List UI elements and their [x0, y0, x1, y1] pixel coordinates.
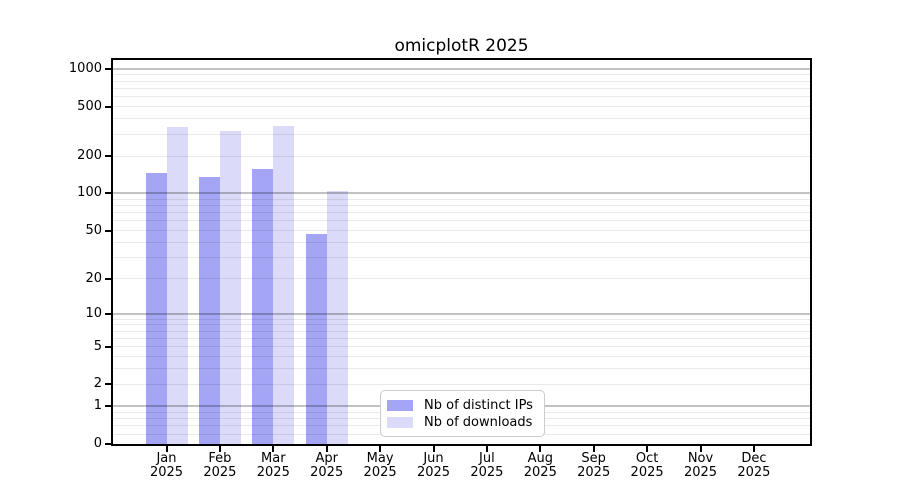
- gridline-minor: [113, 118, 810, 120]
- gridline-minor: [113, 198, 810, 200]
- bar-ips-apr: [305, 233, 327, 444]
- gridline-minor: [113, 257, 810, 259]
- gridline-minor: [113, 368, 810, 370]
- gridline-minor: [113, 212, 810, 214]
- bar-downloads-mar: [273, 125, 295, 444]
- y-tick-label-1: 1: [93, 398, 102, 414]
- chart-title: omicplotR 2025: [394, 36, 529, 56]
- bar-ips-mar: [252, 168, 274, 444]
- gridline-minor: [113, 330, 810, 332]
- bar-ips-jan: [145, 173, 167, 444]
- x-tick-may: [379, 446, 382, 452]
- legend-row-distinct-ips: Nb of distinct IPs: [387, 398, 534, 413]
- gridline-minor: [113, 318, 810, 320]
- bar-downloads-feb: [219, 130, 241, 444]
- y-tick-label-5: 5: [93, 338, 102, 354]
- gridline-minor: [113, 106, 810, 108]
- y-tick-label-200: 200: [77, 148, 102, 164]
- x-tick-label-nov: Nov 2025: [683, 451, 718, 480]
- x-tick-label-jun: Jun 2025: [416, 451, 451, 480]
- y-tick-label-10: 10: [85, 305, 102, 321]
- x-tick-jan: [165, 446, 168, 452]
- gridline-minor: [113, 356, 810, 358]
- gridline-minor: [113, 133, 810, 135]
- gridline-minor: [113, 220, 810, 222]
- gridline-minor: [113, 346, 810, 348]
- x-tick-label-oct: Oct 2025: [630, 451, 664, 480]
- x-tick-apr: [325, 446, 328, 452]
- y-tick-label-1000: 1000: [68, 60, 102, 76]
- gridline-minor: [113, 230, 810, 232]
- y-tick-label-20: 20: [85, 270, 102, 286]
- gridline-major-10: [113, 312, 810, 315]
- x-tick-oct: [646, 446, 649, 452]
- legend: Nb of distinct IPs Nb of downloads: [380, 390, 545, 437]
- x-tick-label-may: May 2025: [363, 451, 397, 480]
- gridline-major-1000: [113, 67, 810, 70]
- x-tick-feb: [218, 446, 221, 452]
- x-tick-label-dec: Dec 2025: [737, 451, 771, 480]
- y-tick-label-500: 500: [77, 98, 102, 114]
- y-tick-label-50: 50: [85, 222, 102, 238]
- gridline-minor: [113, 324, 810, 326]
- x-tick-dec: [752, 446, 755, 452]
- y-tick-label-2: 2: [93, 376, 102, 392]
- x-tick-aug: [539, 446, 542, 452]
- x-tick-label-jan: Jan 2025: [149, 451, 184, 480]
- x-tick-sep: [592, 446, 595, 452]
- bar-ips-feb: [198, 176, 220, 444]
- x-tick-label-mar: Mar 2025: [256, 451, 290, 480]
- y-tick-label-0: 0: [93, 436, 102, 451]
- legend-label-downloads: Nb of downloads: [424, 415, 533, 430]
- gridline-minor: [113, 74, 810, 76]
- legend-label-distinct-ips: Nb of distinct IPs: [424, 398, 533, 413]
- gridline-minor: [113, 155, 810, 157]
- x-tick-label-jul: Jul 2025: [470, 451, 504, 480]
- gridline-minor: [113, 87, 810, 89]
- bar-downloads-apr: [326, 190, 348, 444]
- gridline-minor: [113, 383, 810, 385]
- y-tick-label-100: 100: [77, 185, 102, 201]
- gridline-minor: [113, 80, 810, 82]
- x-tick-label-aug: Aug 2025: [523, 451, 557, 480]
- gridline-major-100: [113, 192, 810, 195]
- gridline-minor: [113, 278, 810, 280]
- x-tick-label-apr: Apr 2025: [310, 451, 344, 480]
- gridline-minor: [113, 96, 810, 98]
- x-tick-jul: [485, 446, 488, 452]
- gridline-minor: [113, 204, 810, 206]
- gridline-minor: [113, 241, 810, 243]
- x-tick-label-sep: Sep 2025: [577, 451, 611, 480]
- x-tick-label-feb: Feb 2025: [203, 451, 237, 480]
- x-tick-nov: [699, 446, 702, 452]
- x-tick-jun: [432, 446, 435, 452]
- bar-downloads-jan: [166, 127, 188, 444]
- gridline-minor: [113, 337, 810, 339]
- legend-swatch-downloads-icon: [387, 417, 413, 428]
- plot-area: [111, 58, 812, 446]
- legend-row-downloads: Nb of downloads: [387, 415, 534, 430]
- x-tick-mar: [272, 446, 275, 452]
- legend-swatch-distinct-ips-icon: [387, 400, 413, 411]
